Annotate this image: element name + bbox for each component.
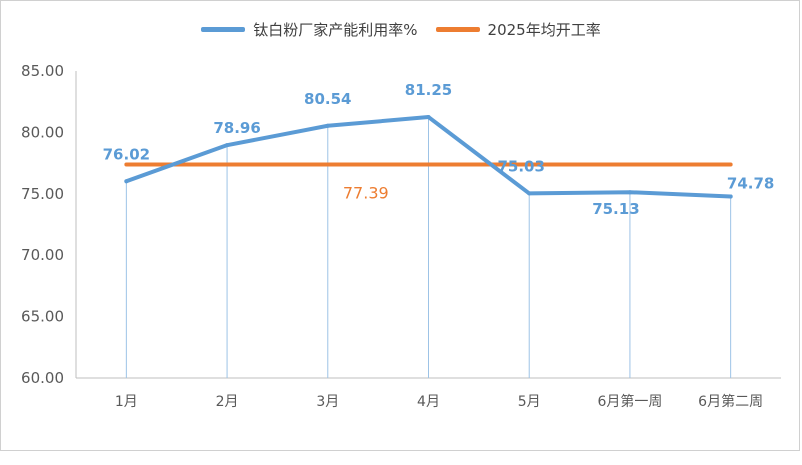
legend: 钛白粉厂家产能利用率% 2025年均开工率 [1, 19, 801, 40]
y-tick-label: 75.00 [21, 185, 64, 203]
chart-frame: 钛白粉厂家产能利用率% 2025年均开工率 60.00 65.00 70.00 75.… [0, 0, 800, 451]
data-point [728, 194, 733, 199]
legend-item-average: 2025年均开工率 [435, 19, 601, 40]
data-label: 76.02 [103, 145, 150, 163]
data-label: 81.25 [405, 81, 452, 99]
data-label: 74.78 [727, 175, 774, 193]
data-point [527, 191, 532, 196]
x-tick-label: 6月第二周 [698, 393, 763, 410]
y-tick-label: 70.00 [21, 246, 64, 264]
legend-swatch-utilization [201, 27, 246, 32]
legend-label-utilization: 钛白粉厂家产能利用率% [253, 21, 418, 39]
y-tick-label: 85.00 [21, 62, 64, 80]
y-tick-label: 60.00 [21, 369, 64, 387]
x-tick-label: 4月 [417, 394, 440, 410]
average-value-label: 77.39 [343, 183, 389, 202]
legend-item-utilization: 钛白粉厂家产能利用率% [201, 19, 418, 40]
y-tick-label: 80.00 [21, 123, 64, 141]
data-point [627, 190, 632, 195]
x-tick-label: 1月 [115, 394, 138, 410]
data-label: 75.13 [592, 200, 639, 218]
line-chart: 60.00 65.00 70.00 75.00 80.00 85.00 1月 2月 3月 4月 5月… [21, 62, 781, 410]
legend-swatch-average [435, 27, 480, 32]
x-tick-label: 5月 [518, 394, 541, 410]
data-point [426, 115, 431, 120]
data-label: 80.54 [304, 90, 351, 108]
x-tick-label: 2月 [216, 394, 239, 410]
x-tick-label: 6月第一周 [597, 393, 662, 410]
data-point [124, 179, 129, 184]
data-label: 78.96 [213, 119, 260, 137]
data-point [325, 123, 330, 128]
data-point [225, 143, 230, 148]
legend-label-average: 2025年均开工率 [487, 21, 601, 39]
data-label: 75.03 [497, 157, 544, 175]
x-tick-label: 3月 [316, 394, 339, 410]
y-tick-label: 65.00 [21, 308, 64, 326]
